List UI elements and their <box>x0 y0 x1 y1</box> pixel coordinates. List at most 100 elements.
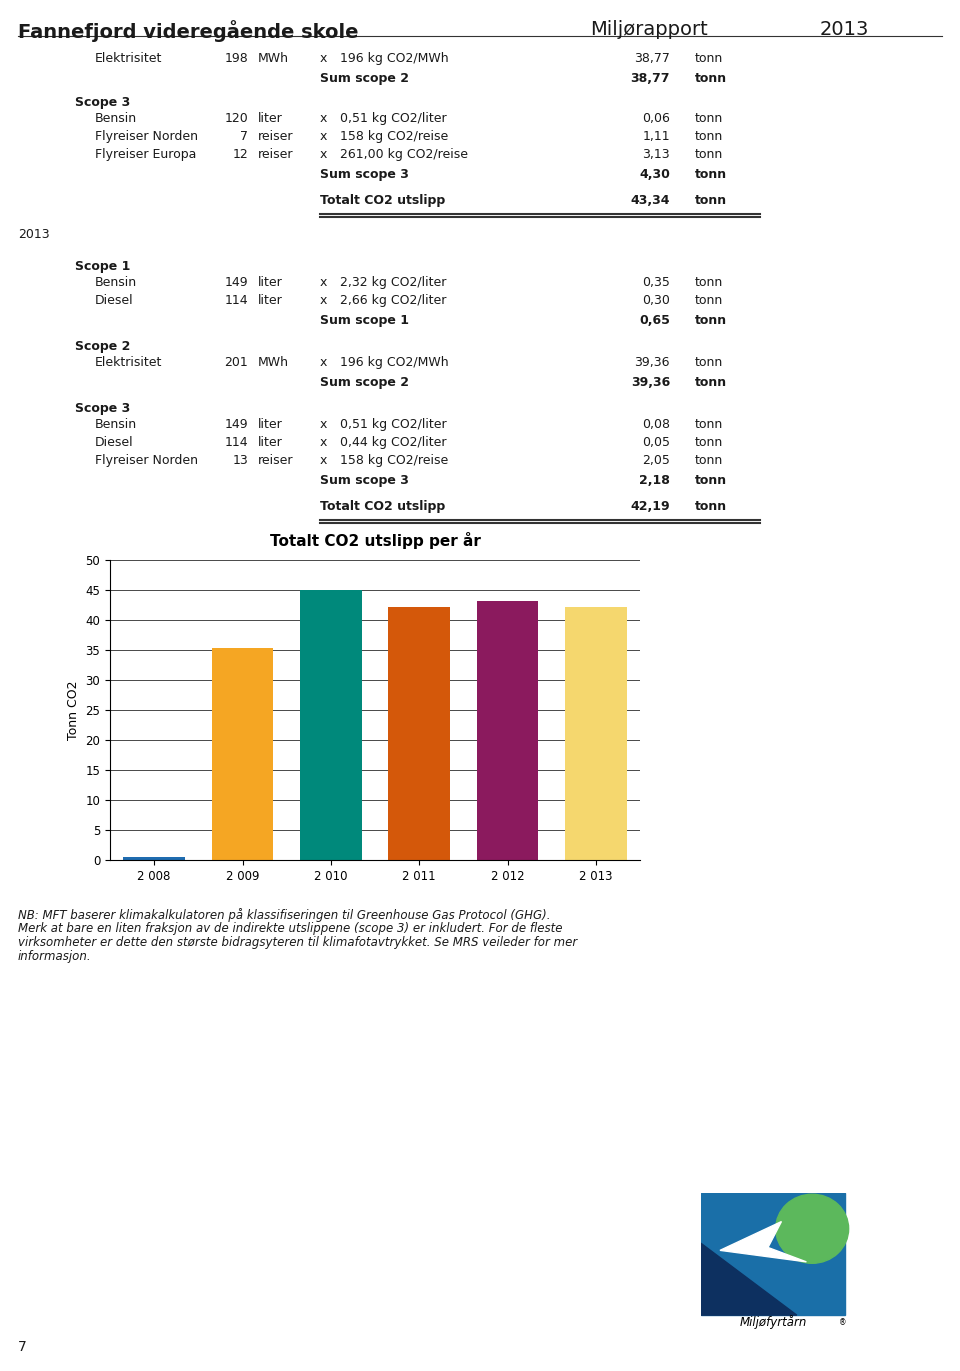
Text: tonn: tonn <box>695 195 727 207</box>
Text: x: x <box>320 293 327 307</box>
Text: 39,36: 39,36 <box>631 376 670 389</box>
Text: Sum scope 2: Sum scope 2 <box>320 73 409 85</box>
Bar <box>211 648 274 860</box>
Text: tonn: tonn <box>695 169 727 181</box>
Text: reiser: reiser <box>258 130 294 143</box>
Text: Flyreiser Norden: Flyreiser Norden <box>95 454 198 468</box>
Text: NB: MFT baserer klimakalkulatoren på klassifiseringen til Greenhouse Gas Protoco: NB: MFT baserer klimakalkulatoren på kla… <box>18 908 550 921</box>
Text: Elektrisitet: Elektrisitet <box>95 52 162 64</box>
Text: 149: 149 <box>225 418 248 430</box>
Bar <box>300 590 362 860</box>
Text: x: x <box>320 52 327 64</box>
Text: 196 kg CO2/MWh: 196 kg CO2/MWh <box>340 52 448 64</box>
Text: 120: 120 <box>225 112 248 125</box>
Text: Scope 3: Scope 3 <box>75 402 131 415</box>
Text: x: x <box>320 130 327 143</box>
Text: tonn: tonn <box>695 436 723 448</box>
Text: Sum scope 2: Sum scope 2 <box>320 376 409 389</box>
Text: Elektrisitet: Elektrisitet <box>95 356 162 369</box>
Text: 4,30: 4,30 <box>639 169 670 181</box>
Text: x: x <box>320 418 327 430</box>
Text: Merk at bare en liten fraksjon av de indirekte utslippene (scope 3) er inkludert: Merk at bare en liten fraksjon av de ind… <box>18 923 563 935</box>
Text: 2013: 2013 <box>18 228 50 241</box>
Text: Miljøfyrtårn: Miljøfyrtårn <box>740 1315 807 1330</box>
Text: 158 kg CO2/reise: 158 kg CO2/reise <box>340 454 448 468</box>
Text: liter: liter <box>258 112 283 125</box>
Text: tonn: tonn <box>695 356 723 369</box>
Text: 0,51 kg CO2/liter: 0,51 kg CO2/liter <box>340 112 446 125</box>
Text: tonn: tonn <box>695 293 723 307</box>
Polygon shape <box>720 1222 806 1261</box>
Text: Sum scope 3: Sum scope 3 <box>320 169 409 181</box>
Text: 114: 114 <box>225 436 248 448</box>
Text: Miljørapport: Miljørapport <box>590 21 708 38</box>
Text: MWh: MWh <box>258 356 289 369</box>
Text: Totalt CO2 utslipp: Totalt CO2 utslipp <box>320 195 445 207</box>
Polygon shape <box>701 1243 797 1315</box>
Text: 2,32 kg CO2/liter: 2,32 kg CO2/liter <box>340 276 446 289</box>
Text: x: x <box>320 276 327 289</box>
Text: Bensin: Bensin <box>95 276 137 289</box>
Text: liter: liter <box>258 276 283 289</box>
Text: x: x <box>320 112 327 125</box>
Text: Flyreiser Europa: Flyreiser Europa <box>95 148 197 160</box>
Text: ®: ® <box>839 1318 847 1327</box>
Text: 0,30: 0,30 <box>642 293 670 307</box>
Text: Bensin: Bensin <box>95 418 137 430</box>
Text: Diesel: Diesel <box>95 436 133 448</box>
Text: tonn: tonn <box>695 130 723 143</box>
Text: 149: 149 <box>225 276 248 289</box>
Text: 39,36: 39,36 <box>635 356 670 369</box>
Bar <box>476 600 539 860</box>
Text: liter: liter <box>258 418 283 430</box>
Text: 0,08: 0,08 <box>642 418 670 430</box>
Text: 12: 12 <box>232 148 248 160</box>
Text: tonn: tonn <box>695 454 723 468</box>
Text: 198: 198 <box>225 52 248 64</box>
Text: informasjon.: informasjon. <box>18 950 91 962</box>
Text: 2,18: 2,18 <box>639 474 670 487</box>
Text: 38,77: 38,77 <box>631 73 670 85</box>
Text: Flyreiser Norden: Flyreiser Norden <box>95 130 198 143</box>
Text: 13: 13 <box>232 454 248 468</box>
Title: Totalt CO2 utslipp per år: Totalt CO2 utslipp per år <box>270 532 480 550</box>
Text: x: x <box>320 454 327 468</box>
Text: liter: liter <box>258 436 283 448</box>
Text: tonn: tonn <box>695 376 727 389</box>
Text: tonn: tonn <box>695 500 727 513</box>
Text: Bensin: Bensin <box>95 112 137 125</box>
Y-axis label: Tonn CO2: Tonn CO2 <box>67 680 80 740</box>
Text: 7: 7 <box>18 1339 27 1355</box>
Text: x: x <box>320 356 327 369</box>
Bar <box>388 607 450 860</box>
Text: 43,34: 43,34 <box>631 195 670 207</box>
Text: 38,77: 38,77 <box>635 52 670 64</box>
Text: 42,19: 42,19 <box>631 500 670 513</box>
Bar <box>123 857 185 860</box>
Text: tonn: tonn <box>695 276 723 289</box>
Text: Diesel: Diesel <box>95 293 133 307</box>
Text: 114: 114 <box>225 293 248 307</box>
Text: 2,66 kg CO2/liter: 2,66 kg CO2/liter <box>340 293 446 307</box>
Text: 2,05: 2,05 <box>642 454 670 468</box>
Text: Scope 3: Scope 3 <box>75 96 131 110</box>
Text: x: x <box>320 436 327 448</box>
Text: liter: liter <box>258 293 283 307</box>
Text: 261,00 kg CO2/reise: 261,00 kg CO2/reise <box>340 148 468 160</box>
Text: 7: 7 <box>240 130 248 143</box>
Ellipse shape <box>776 1194 849 1263</box>
Text: Totalt CO2 utslipp: Totalt CO2 utslipp <box>320 500 445 513</box>
Text: tonn: tonn <box>695 314 727 328</box>
Text: tonn: tonn <box>695 148 723 160</box>
Text: Scope 1: Scope 1 <box>75 260 131 273</box>
Text: reiser: reiser <box>258 454 294 468</box>
Text: 3,13: 3,13 <box>642 148 670 160</box>
Text: tonn: tonn <box>695 73 727 85</box>
Text: virksomheter er dette den største bidragsyteren til klimafotavtrykket. Se MRS ve: virksomheter er dette den største bidrag… <box>18 936 577 949</box>
Text: 0,06: 0,06 <box>642 112 670 125</box>
Bar <box>701 1193 845 1315</box>
Text: tonn: tonn <box>695 52 723 64</box>
Text: 0,51 kg CO2/liter: 0,51 kg CO2/liter <box>340 418 446 430</box>
Text: Sum scope 3: Sum scope 3 <box>320 474 409 487</box>
Text: tonn: tonn <box>695 418 723 430</box>
